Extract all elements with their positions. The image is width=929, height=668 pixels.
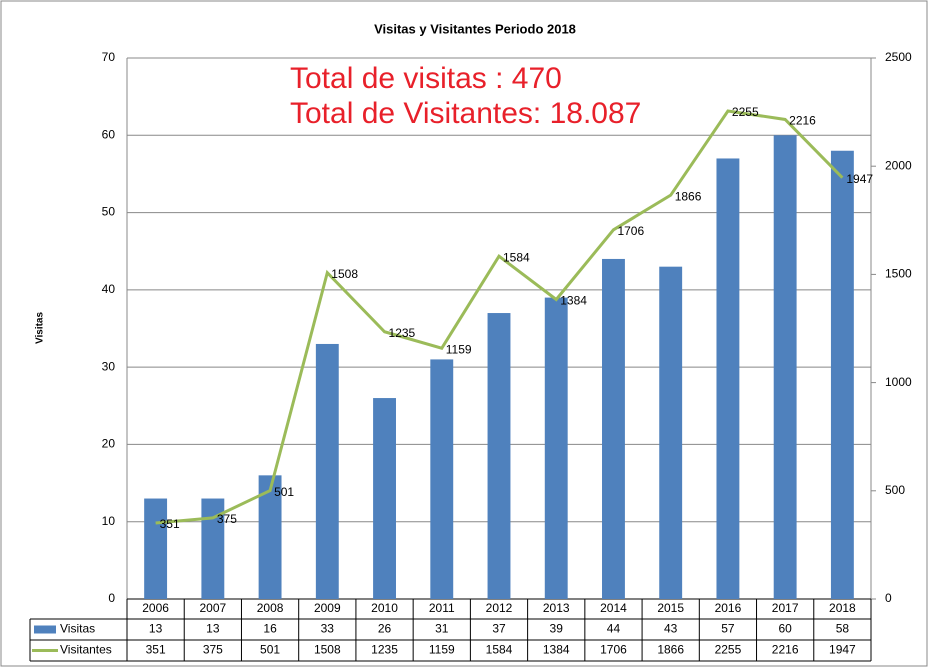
data-label: 375 <box>217 512 237 526</box>
table-value: 43 <box>664 622 678 636</box>
x-tick-label: 2015 <box>657 601 684 615</box>
table-value: 13 <box>206 622 220 636</box>
y2-tick-label: 1000 <box>885 375 912 389</box>
table-value: 31 <box>435 622 449 636</box>
table-value: 57 <box>721 622 735 636</box>
bar <box>258 475 282 599</box>
data-label: 501 <box>274 485 294 499</box>
annotation: Total de Visitantes: 18.087 <box>290 97 641 130</box>
annotation: Total de visitas : 470 <box>290 62 562 95</box>
bar <box>430 359 454 599</box>
bar <box>373 398 396 599</box>
line <box>155 109 844 525</box>
y2-tick-label: 2500 <box>885 50 912 64</box>
x-tick-label: 2012 <box>486 601 513 615</box>
x-tick-label: 2016 <box>715 601 742 615</box>
y2-tick-label: 2000 <box>885 158 912 172</box>
data-label: 1384 <box>560 294 587 308</box>
legend-label: Visitantes <box>60 643 112 657</box>
x-tick-label: 2009 <box>314 601 341 615</box>
bar <box>315 343 339 599</box>
y-tick-label: 10 <box>102 514 116 528</box>
bar <box>602 258 625 599</box>
data-label: 351 <box>160 517 180 531</box>
y-tick-label: 60 <box>102 127 116 141</box>
legend-label: Visitas <box>60 622 95 636</box>
x-tick-label: 2007 <box>199 601 226 615</box>
x-tick-label: 2010 <box>371 601 398 615</box>
y2-tick-label: 1500 <box>885 267 912 281</box>
y2-tick-label: 0 <box>885 591 892 605</box>
data-label: 2216 <box>789 114 816 128</box>
table-value: 16 <box>263 622 277 636</box>
y-tick-label: 40 <box>102 282 116 296</box>
table-value: 13 <box>149 622 163 636</box>
data-label: 1235 <box>389 326 416 340</box>
legend-swatch <box>34 625 56 634</box>
table-value: 2255 <box>715 643 742 657</box>
bar <box>201 498 225 599</box>
bar <box>659 266 683 599</box>
y-tick-label: 0 <box>108 591 115 605</box>
table-value: 351 <box>146 643 166 657</box>
data-label: 1584 <box>503 250 530 264</box>
bar <box>830 150 854 599</box>
table-value: 2216 <box>772 643 799 657</box>
bar <box>773 135 797 600</box>
table-value: 375 <box>203 643 223 657</box>
x-tick-label: 2006 <box>142 601 169 615</box>
table-value: 26 <box>378 622 392 636</box>
table-value: 1706 <box>600 643 627 657</box>
y-tick-label: 50 <box>102 205 116 219</box>
data-label: 1706 <box>617 224 644 238</box>
chart-title: Visitas y Visitantes Periodo 2018 <box>374 21 576 36</box>
data-label: 2255 <box>732 105 759 119</box>
x-tick-label: 2014 <box>600 601 627 615</box>
table-value: 44 <box>607 622 621 636</box>
bar <box>716 158 740 599</box>
bar <box>487 313 511 599</box>
data-label: 1866 <box>675 189 702 203</box>
x-tick-label: 2017 <box>772 601 799 615</box>
y-tick-label: 70 <box>102 50 116 64</box>
table-value: 1235 <box>371 643 398 657</box>
x-tick-label: 2018 <box>829 601 856 615</box>
table-value: 60 <box>778 622 792 636</box>
table-value: 1866 <box>657 643 684 657</box>
bar <box>544 297 568 599</box>
data-label: 1159 <box>446 342 472 356</box>
data-label: 1508 <box>331 267 358 281</box>
y-tick-label: 20 <box>102 437 116 451</box>
x-tick-label: 2011 <box>429 601 455 615</box>
y-tick-label: 30 <box>102 359 116 373</box>
bar <box>144 498 168 599</box>
y2-tick-label: 500 <box>885 483 905 497</box>
data-label: 1947 <box>846 172 873 186</box>
table-value: 1508 <box>314 643 341 657</box>
table-value: 39 <box>550 622 564 636</box>
x-tick-label: 2013 <box>543 601 570 615</box>
table-value: 1159 <box>429 643 455 657</box>
table-value: 501 <box>260 643 280 657</box>
table-value: 37 <box>492 622 506 636</box>
table-value: 1584 <box>486 643 513 657</box>
table-value: 1384 <box>543 643 570 657</box>
y-axis-label: Visitas <box>35 312 46 344</box>
table-value: 33 <box>321 622 335 636</box>
x-tick-label: 2008 <box>257 601 284 615</box>
table-value: 1947 <box>829 643 856 657</box>
table-value: 58 <box>836 622 850 636</box>
